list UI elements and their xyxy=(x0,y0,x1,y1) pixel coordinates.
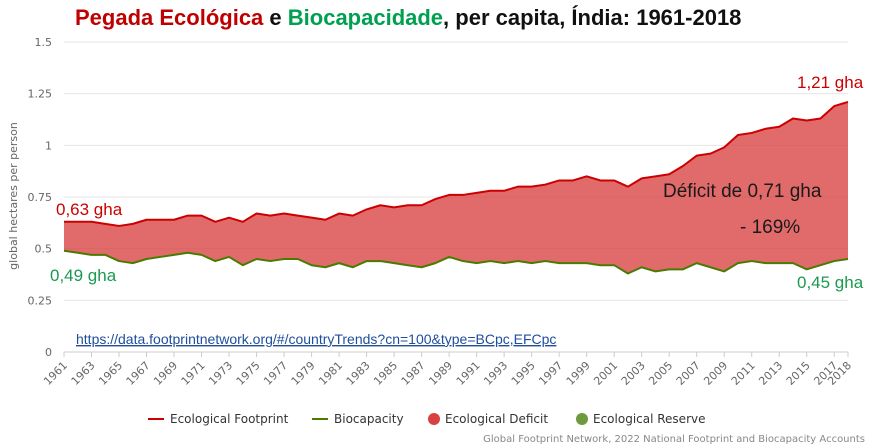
y-tick-label: 0 xyxy=(45,346,52,359)
legend-swatch-dot xyxy=(576,413,588,425)
legend-label: Ecological Reserve xyxy=(593,412,705,426)
x-tick-label: 1965 xyxy=(96,359,125,388)
legend-swatch-dot xyxy=(428,413,440,425)
y-axis-label: global hectares per person xyxy=(7,122,20,270)
x-tick-label: 1985 xyxy=(371,359,400,388)
y-tick-label: 1 xyxy=(45,139,52,152)
x-tick-label: 1999 xyxy=(564,359,593,388)
x-tick-label: 1975 xyxy=(234,359,263,388)
x-tick-label: 2005 xyxy=(646,359,675,388)
x-tick-label: 2003 xyxy=(619,359,648,388)
x-tick-label: 1993 xyxy=(481,359,510,388)
x-tick-label: 1989 xyxy=(426,359,455,388)
legend: Ecological Footprint Biocapacity Ecologica… xyxy=(148,412,705,426)
x-tick-label: 1987 xyxy=(399,359,428,388)
x-tick-label: 1997 xyxy=(536,359,565,388)
x-tick-label: 1981 xyxy=(316,359,345,388)
title-suffix: , per capita, Índia: 1961-2018 xyxy=(443,5,741,30)
x-tick-label: 2011 xyxy=(729,359,758,388)
deficit-percent-label: - 169% xyxy=(740,217,800,238)
end-biocapacity-label: 0,45 gha xyxy=(797,273,864,292)
chart-title: Pegada Ecológica e Biocapacidade, per ca… xyxy=(75,5,741,30)
plot-area xyxy=(63,100,849,275)
x-tick-label: 2013 xyxy=(756,359,785,388)
legend-label: Ecological Footprint xyxy=(170,412,289,426)
y-axis-ticks: 0 0.25 0.5 0.75 1 1.25 1.5 xyxy=(28,36,53,359)
x-tick-label: 2009 xyxy=(701,359,730,388)
x-tick-label: 1995 xyxy=(509,359,538,388)
x-tick-label: 1979 xyxy=(289,359,318,388)
source-link[interactable]: https://data.footprintnetwork.org/#/coun… xyxy=(76,331,556,347)
legend-label: Ecological Deficit xyxy=(445,412,548,426)
title-biocapacity: Biocapacidade xyxy=(288,5,443,30)
x-axis-ticks: 1961196319651967196919711973197519771979… xyxy=(41,352,854,388)
x-tick-label: 1963 xyxy=(69,359,98,388)
y-tick-label: 0.75 xyxy=(28,191,53,204)
biocapacity-line xyxy=(63,249,849,275)
x-tick-label: 2001 xyxy=(591,359,620,388)
y-tick-label: 1.25 xyxy=(28,88,53,101)
title-connector: e xyxy=(263,5,287,30)
x-tick-label: 2015 xyxy=(784,359,813,388)
x-tick-label: 1973 xyxy=(206,359,235,388)
x-tick-label: 1967 xyxy=(124,359,153,388)
ecological-deficit-area xyxy=(64,101,848,274)
y-tick-label: 0.5 xyxy=(35,243,53,256)
y-tick-label: 1.5 xyxy=(35,36,53,49)
x-tick-label: 1983 xyxy=(344,359,373,388)
legend-label: Biocapacity xyxy=(334,412,404,426)
x-tick-label: 1977 xyxy=(261,359,290,388)
x-tick-label: 2007 xyxy=(674,359,703,388)
x-tick-label: 1991 xyxy=(454,359,483,388)
ecological-footprint-line xyxy=(64,100,849,227)
x-tick-label: 1969 xyxy=(151,359,180,388)
x-tick-label: 1971 xyxy=(179,359,208,388)
deficit-value-label: Déficit de 0,71 gha xyxy=(663,181,822,202)
y-tick-label: 0.25 xyxy=(28,294,53,307)
end-footprint-label: 1,21 gha xyxy=(797,73,864,92)
credit-text: Global Footprint Network, 2022 National … xyxy=(483,434,865,445)
title-footprint: Pegada Ecológica xyxy=(75,5,264,30)
start-footprint-label: 0,63 gha xyxy=(56,200,123,219)
x-tick-label: 1961 xyxy=(41,359,70,388)
start-biocapacity-label: 0,49 gha xyxy=(50,266,117,285)
